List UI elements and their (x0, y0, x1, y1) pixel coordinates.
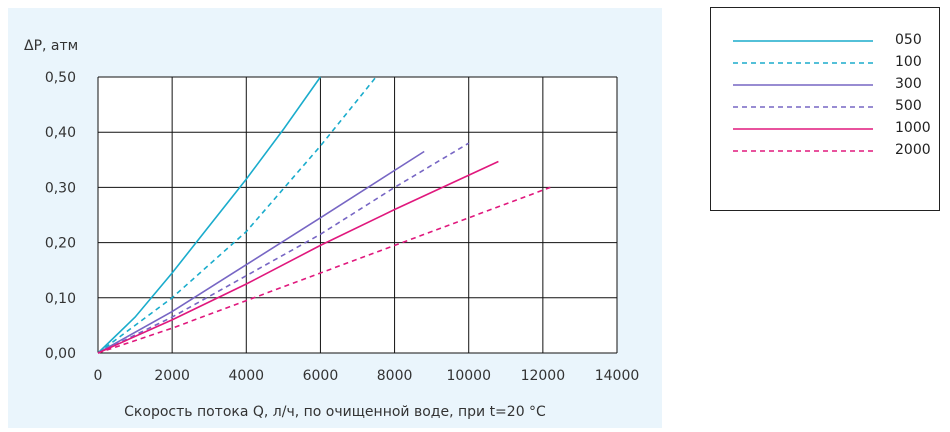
legend-item-050: 050 (711, 30, 941, 52)
series-line-300 (97, 150, 425, 354)
line-chart: 0 2000 4000 6000 8000 10000 12000 14000 0,00 0,1… (24, 38, 640, 420)
y-tick-label: 0,10 (45, 291, 76, 307)
x-axis-title: Скорость потока Q, л/ч, по очищенной вод… (124, 404, 546, 420)
legend-swatch (733, 128, 873, 130)
legend: 050 100 300 500 1000 2000 (710, 7, 940, 211)
series-lines (97, 76, 551, 354)
y-tick-label: 0,50 (45, 70, 76, 86)
legend-item-1000: 1000 (711, 118, 941, 140)
x-tick-label: 2000 (154, 368, 190, 384)
x-tick-label: 14000 (595, 368, 640, 384)
x-tick-label: 8000 (377, 368, 413, 384)
y-axis-ticks: 0,00 0,10 0,20 0,30 0,40 0,50 (45, 70, 76, 362)
x-tick-label: 10000 (446, 368, 491, 384)
legend-label: 500 (895, 98, 922, 114)
legend-label: 050 (895, 32, 922, 48)
legend-swatch (733, 40, 873, 42)
y-tick-label: 0,40 (45, 125, 76, 141)
grid (97, 76, 618, 354)
series-line-500 (97, 142, 470, 354)
legend-swatch (733, 62, 873, 64)
y-tick-label: 0,00 (45, 346, 76, 362)
x-axis-ticks: 0 2000 4000 6000 8000 10000 12000 14000 (94, 368, 640, 384)
legend-swatch (733, 150, 873, 152)
y-tick-label: 0,30 (45, 180, 76, 196)
y-tick-label: 0,20 (45, 236, 76, 252)
x-tick-label: 0 (94, 368, 103, 384)
legend-swatch (733, 84, 873, 86)
series-line-2000 (97, 186, 551, 354)
legend-item-2000: 2000 (711, 140, 941, 162)
legend-item-100: 100 (711, 52, 941, 74)
legend-swatch (733, 106, 873, 108)
legend-label: 1000 (895, 120, 931, 136)
legend-item-300: 300 (711, 74, 941, 96)
legend-label: 2000 (895, 142, 931, 158)
x-tick-label: 6000 (303, 368, 339, 384)
legend-item-500: 500 (711, 96, 941, 118)
legend-label: 300 (895, 76, 922, 92)
legend-label: 100 (895, 54, 922, 70)
chart-panel: 0 2000 4000 6000 8000 10000 12000 14000 0,00 0,1… (8, 8, 662, 428)
series-line-1000 (97, 160, 499, 354)
y-axis-title: ΔP, атм (24, 38, 78, 54)
x-tick-label: 4000 (228, 368, 264, 384)
series-line-050 (97, 76, 322, 354)
x-tick-label: 12000 (521, 368, 566, 384)
series-line-100 (97, 76, 377, 354)
plot-area (98, 77, 617, 353)
